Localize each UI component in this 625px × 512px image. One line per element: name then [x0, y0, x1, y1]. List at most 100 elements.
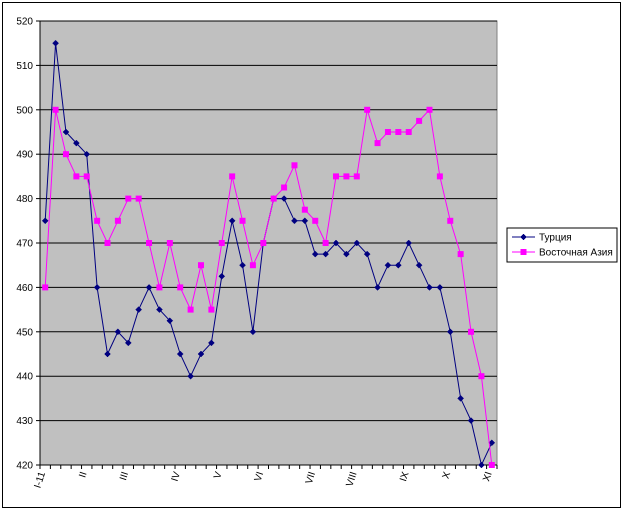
data-point [239, 261, 246, 269]
data-point [384, 261, 392, 269]
data-point [291, 217, 298, 225]
x-tick-label: III [118, 471, 131, 482]
data-point [363, 250, 371, 258]
data-point [135, 306, 143, 313]
data-point [488, 439, 496, 447]
data-point [374, 140, 381, 147]
y-tick-label: 510 [16, 61, 33, 72]
y-tick-label: 420 [16, 461, 33, 472]
legend-swatch-marker [520, 249, 527, 255]
data-point [447, 217, 454, 224]
data-point [415, 261, 423, 269]
data-point [446, 328, 454, 336]
legend-swatch-marker [520, 233, 527, 241]
data-point [301, 206, 308, 213]
data-point [405, 129, 412, 135]
legend-label: Турция [539, 233, 572, 244]
data-point [156, 306, 163, 313]
data-point [312, 217, 319, 224]
data-point [208, 306, 215, 313]
data-point [468, 328, 475, 335]
legend-label: Восточная Азия [539, 248, 613, 259]
data-point [395, 129, 402, 135]
data-point [177, 284, 184, 291]
data-point [384, 129, 391, 135]
data-point [93, 284, 101, 291]
data-point [104, 350, 111, 358]
y-tick-label: 450 [16, 327, 33, 338]
data-point [145, 284, 153, 291]
data-point [187, 372, 194, 380]
data-point [488, 462, 495, 468]
data-point [83, 173, 90, 180]
data-point [426, 284, 433, 291]
data-point [176, 350, 184, 358]
data-point [104, 240, 111, 246]
data-point [124, 339, 132, 347]
data-point [436, 284, 444, 291]
y-tick-label: 460 [16, 283, 33, 294]
data-point [218, 240, 225, 246]
data-point [260, 240, 267, 246]
data-point [208, 339, 215, 347]
data-point [343, 173, 350, 180]
data-point [94, 217, 101, 224]
data-point [353, 239, 361, 247]
data-point [146, 240, 153, 246]
data-point [249, 262, 256, 269]
data-point [426, 106, 433, 113]
data-point [332, 239, 340, 247]
data-point [333, 173, 340, 180]
x-tick-label: VIII [345, 471, 360, 489]
y-axis: 420 430 440 450 460 470 480 490 500 510 520 [16, 17, 41, 472]
data-point [270, 195, 277, 202]
data-point [311, 250, 319, 258]
data-point [478, 461, 485, 469]
x-tick-label: II [77, 471, 89, 480]
y-tick-label: 440 [16, 372, 33, 383]
x-tick-label: VII [304, 471, 318, 486]
legend-box [506, 227, 618, 263]
data-point [239, 217, 246, 224]
data-point [42, 284, 49, 291]
data-point [83, 150, 91, 158]
data-point [353, 173, 360, 180]
data-point [52, 106, 59, 113]
data-point [405, 239, 413, 247]
y-tick-label: 490 [16, 150, 33, 161]
y-tick-label: 480 [16, 194, 33, 205]
data-point [41, 217, 49, 225]
data-point [228, 217, 236, 225]
x-tick-label: IX [398, 470, 411, 483]
data-point [416, 117, 423, 124]
data-point [135, 195, 142, 202]
x-tick-label: X [441, 470, 454, 480]
data-point [197, 262, 204, 269]
data-point [364, 106, 371, 113]
data-point [478, 373, 485, 380]
data-point [125, 195, 132, 202]
y-tick-label: 430 [16, 416, 33, 427]
data-point [394, 261, 402, 269]
data-point [166, 317, 174, 325]
data-point [72, 139, 80, 147]
series-1 [42, 106, 495, 468]
data-point [114, 328, 122, 336]
data-point [114, 217, 121, 224]
data-point [62, 128, 70, 136]
x-axis: I-11 II III IV V VI VII VIII IX X XI [32, 464, 498, 490]
data-point [52, 39, 59, 47]
series-group [41, 39, 496, 469]
x-tick-label: VI [253, 471, 266, 483]
data-point [281, 184, 288, 191]
data-point [322, 250, 329, 258]
x-tick-label: XI [481, 471, 494, 483]
data-point [73, 173, 80, 180]
data-point [301, 217, 309, 225]
x-tick-label: V [212, 470, 225, 480]
data-point [197, 350, 205, 358]
data-point [457, 395, 465, 402]
data-point [62, 151, 69, 158]
data-point [322, 240, 329, 246]
